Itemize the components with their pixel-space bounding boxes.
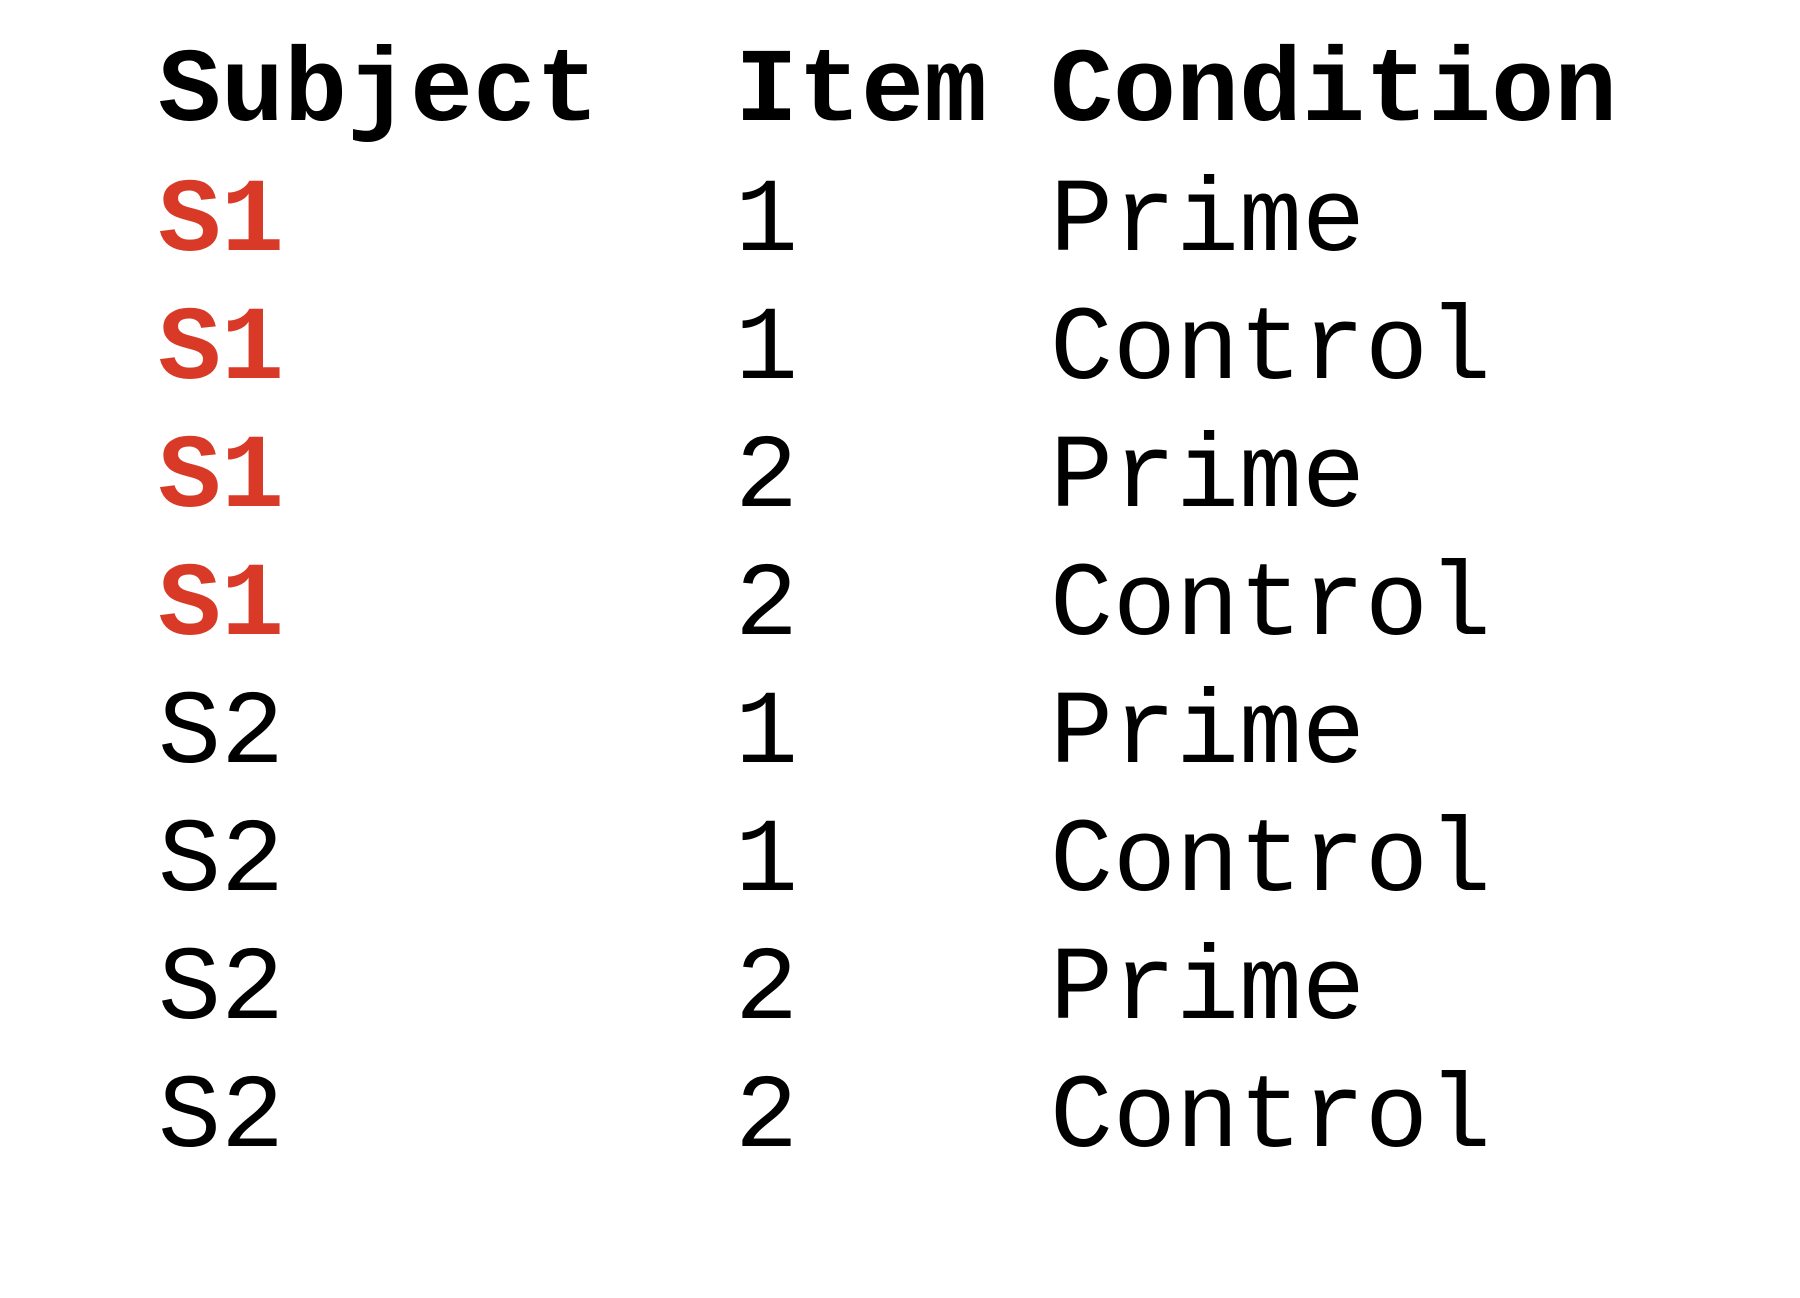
cell-item: 1: [735, 675, 799, 794]
cell-item: 1: [735, 291, 799, 410]
cell-item: 2: [735, 419, 799, 538]
cell-condition: Control: [1050, 291, 1492, 410]
table-row: S2 1 Prime: [0, 639, 1800, 787]
cell-item: 2: [735, 547, 799, 666]
table-row: S1 2 Control: [0, 511, 1800, 659]
table-row: S2 1 Control: [0, 767, 1800, 915]
cell-subject: S2: [158, 675, 285, 794]
table-row: S1 2 Prime: [0, 383, 1800, 531]
cell-item: 2: [735, 931, 799, 1050]
cell-condition: Prime: [1050, 419, 1366, 538]
cell-condition: Prime: [1050, 163, 1366, 282]
cell-subject: S2: [158, 803, 285, 922]
cell-subject: S1: [158, 547, 285, 666]
cell-subject: S1: [158, 291, 285, 410]
cell-condition: Control: [1050, 1059, 1492, 1178]
table-row: S1 1 Control: [0, 255, 1800, 403]
cell-item: 2: [735, 1059, 799, 1178]
header-row: Subject Item Condition: [0, 0, 1800, 150]
cell-subject: S1: [158, 163, 285, 282]
cell-condition: Control: [1050, 547, 1492, 666]
cell-subject: S1: [158, 419, 285, 538]
header-condition: Condition: [1050, 33, 1618, 152]
table-row: S2 2 Prime: [0, 895, 1800, 1043]
cell-item: 1: [735, 803, 799, 922]
cell-condition: Prime: [1050, 675, 1366, 794]
cell-item: 1: [735, 163, 799, 282]
table-row: S2 2 Control: [0, 1023, 1800, 1171]
header-item: Item: [735, 33, 988, 152]
cell-subject: S2: [158, 931, 285, 1050]
table-row: S1 1 Prime: [0, 127, 1800, 275]
cell-subject: S2: [158, 1059, 285, 1178]
cell-condition: Prime: [1050, 931, 1366, 1050]
cell-condition: Control: [1050, 803, 1492, 922]
header-subject: Subject: [158, 33, 600, 152]
